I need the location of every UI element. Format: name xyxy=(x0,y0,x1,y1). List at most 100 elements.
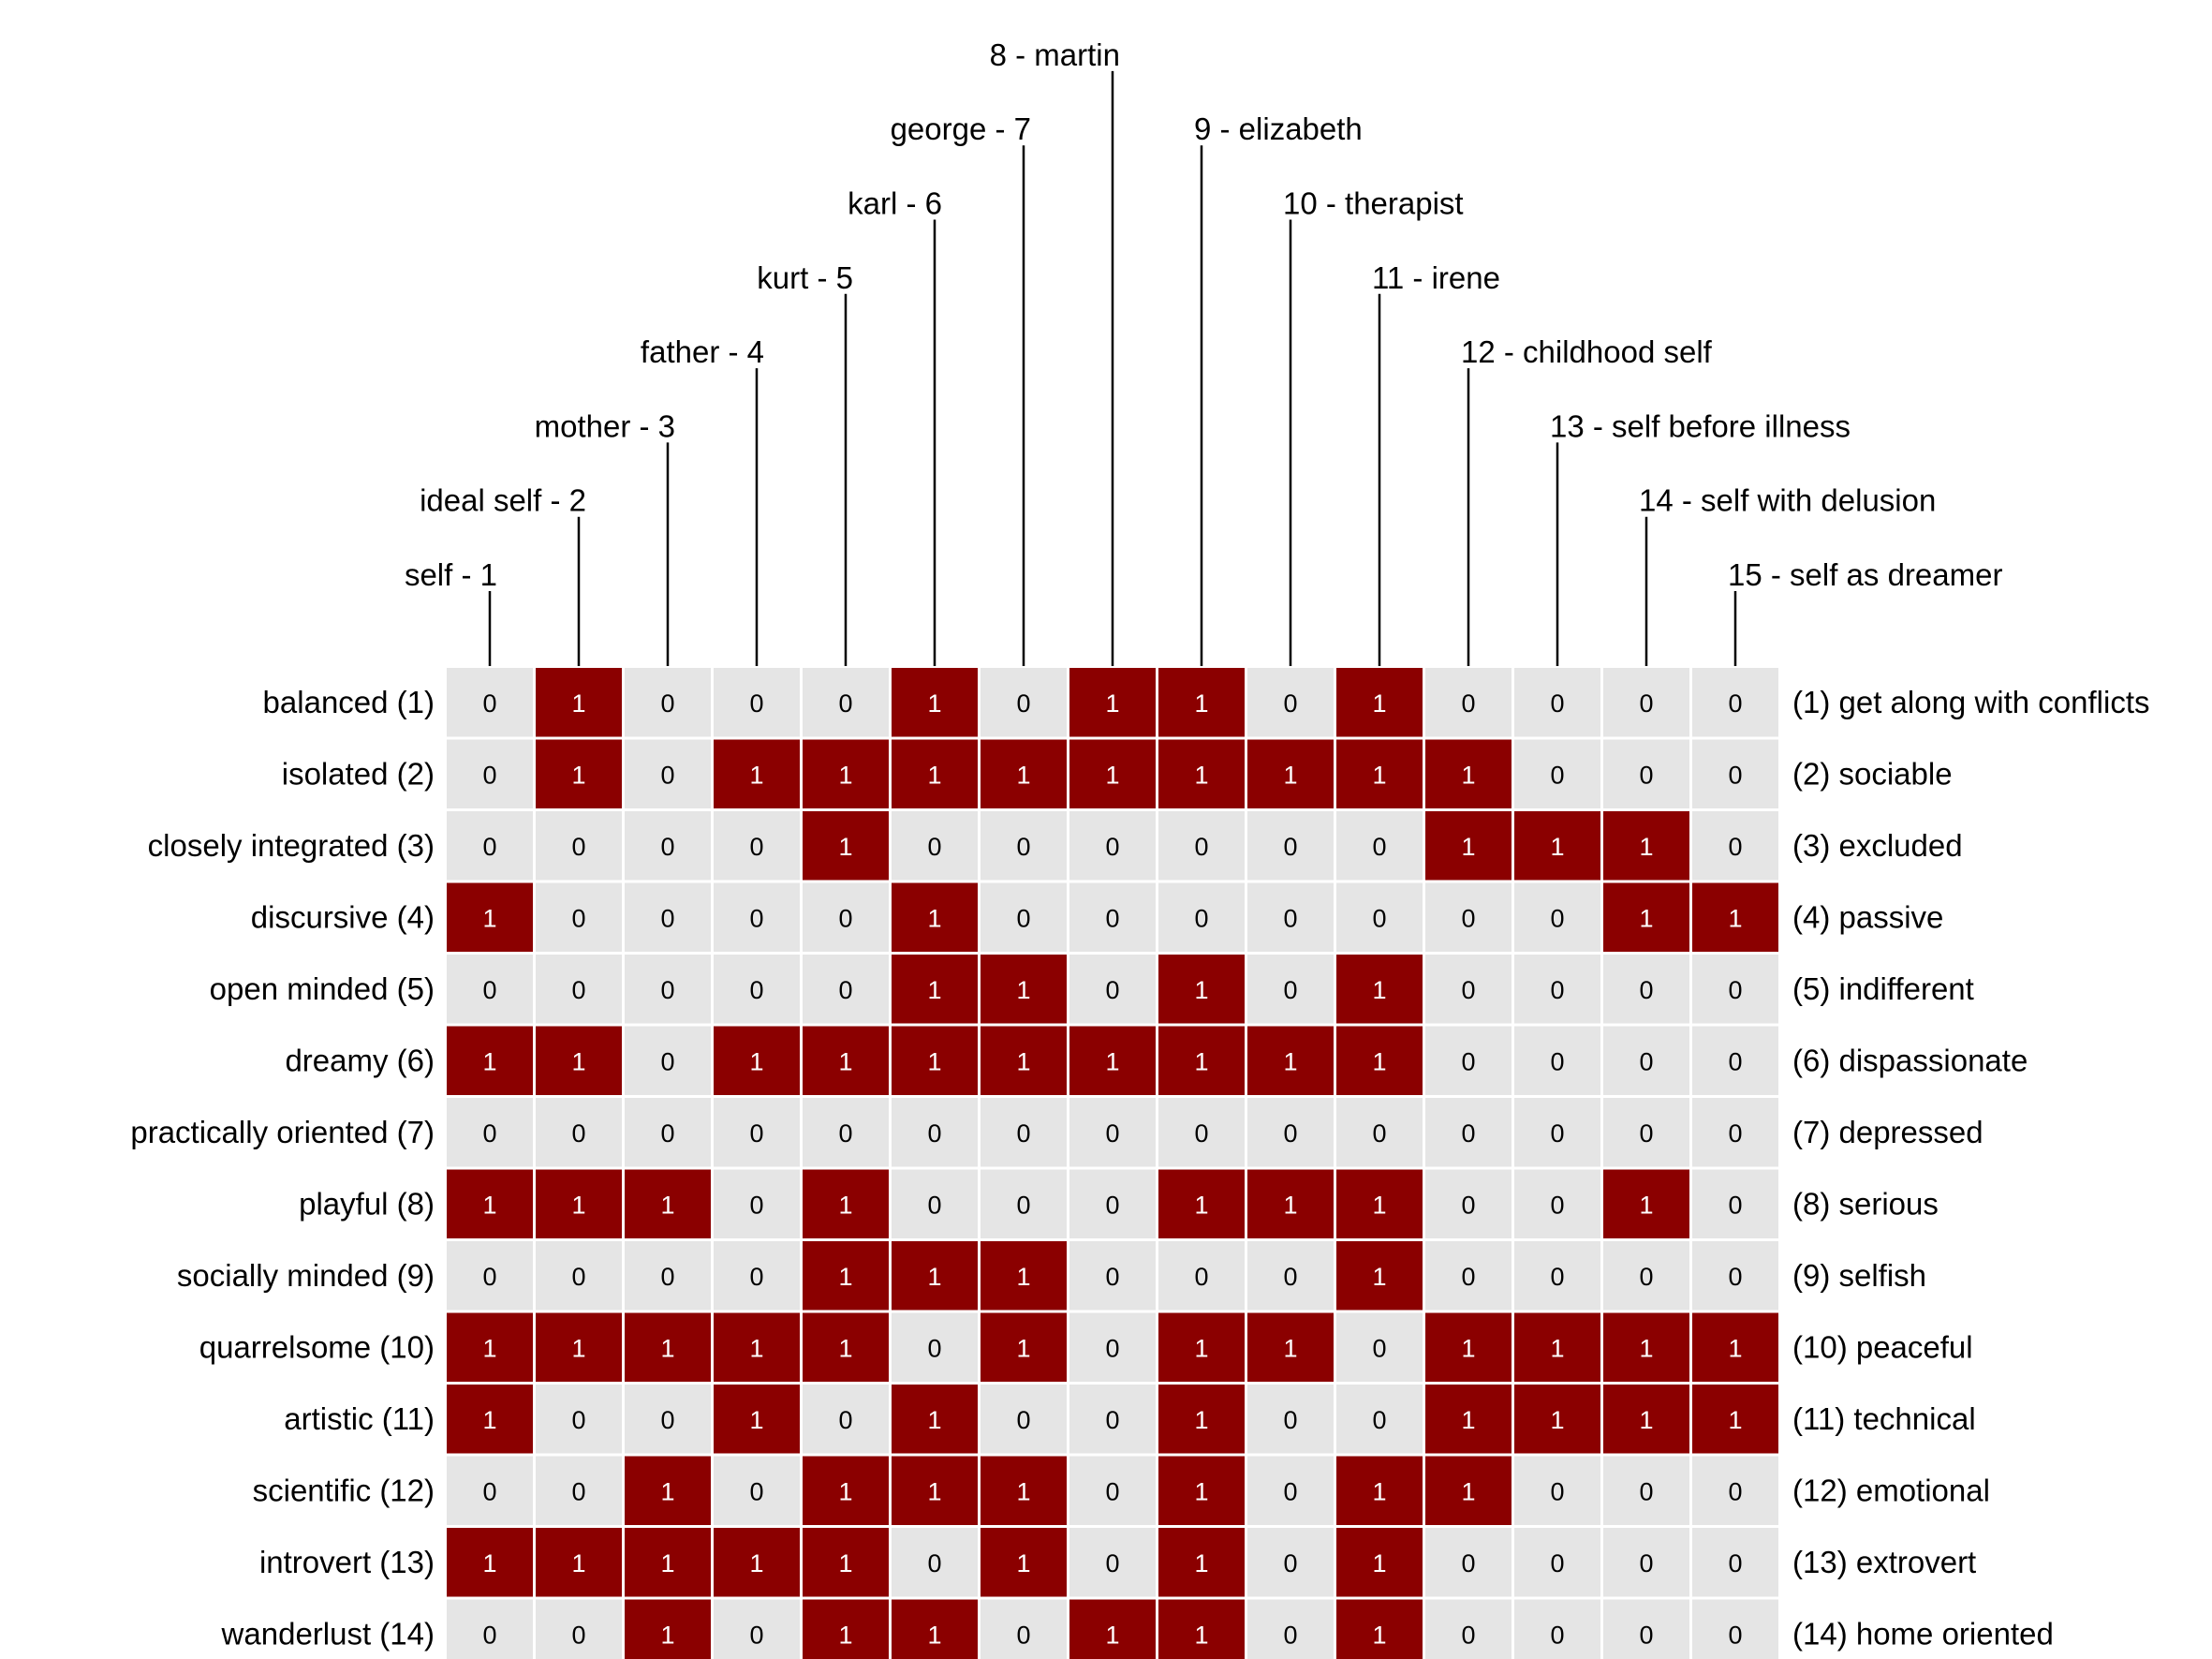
grid-cell xyxy=(1247,1599,1334,1659)
grid-cell xyxy=(1247,1312,1334,1382)
cell-value-label: 1 xyxy=(1372,1621,1386,1649)
cell-value-label: 1 xyxy=(1639,1191,1653,1219)
cell-value-label: 0 xyxy=(927,1191,941,1219)
grid-cell xyxy=(625,739,711,808)
grid-cell xyxy=(1336,1241,1423,1311)
cell-value-label: 1 xyxy=(1194,689,1208,718)
grid-cell xyxy=(1514,1241,1600,1311)
cell-value-label: 0 xyxy=(1461,1191,1475,1219)
grid-cell xyxy=(981,668,1067,737)
grid-cell xyxy=(536,1098,622,1167)
grid-cell xyxy=(1069,955,1156,1024)
cell-value-label: 1 xyxy=(838,833,852,861)
grid-cell xyxy=(892,668,978,737)
cell-value-label: 0 xyxy=(1105,1549,1119,1578)
left-pole-label: balanced (1) xyxy=(263,685,435,719)
grid-cell xyxy=(981,1528,1067,1597)
grid-cell xyxy=(1158,1456,1245,1525)
left-pole-label: artistic (11) xyxy=(284,1401,435,1436)
cell-value-label: 1 xyxy=(1283,1334,1297,1362)
cell-value-label: 0 xyxy=(927,833,941,861)
cell-value-label: 1 xyxy=(1105,1621,1119,1649)
cell-value-label: 0 xyxy=(1016,833,1030,861)
cell-value-label: 0 xyxy=(660,1119,674,1148)
grid-cell xyxy=(1603,882,1689,952)
grid-cell xyxy=(1425,1385,1512,1454)
cell-value-label: 1 xyxy=(1016,976,1030,1004)
cell-value-label: 0 xyxy=(1550,1477,1564,1505)
cell-value-label: 1 xyxy=(571,1334,585,1362)
grid-cell xyxy=(1336,1528,1423,1597)
right-pole-label: (3) excluded xyxy=(1792,828,1963,863)
grid-cell xyxy=(803,1456,889,1525)
cell-value-label: 1 xyxy=(927,689,941,718)
grid-cell xyxy=(625,1599,711,1659)
left-pole-label: wanderlust (14) xyxy=(221,1616,435,1651)
cell-value-label: 0 xyxy=(1639,1263,1653,1291)
right-pole-label: (12) emotional xyxy=(1792,1473,1990,1507)
cell-value-label: 0 xyxy=(1728,1549,1742,1578)
grid-cell xyxy=(1158,1385,1245,1454)
cell-value-label: 1 xyxy=(571,1191,585,1219)
element-label: 8 - martin xyxy=(990,37,1120,72)
grid-cell xyxy=(625,882,711,952)
cell-value-label: 1 xyxy=(1639,1334,1653,1362)
cell-value-label: 1 xyxy=(1105,689,1119,718)
cell-value-label: 0 xyxy=(927,1334,941,1362)
cell-value-label: 0 xyxy=(1283,1263,1297,1291)
cell-value-label: 1 xyxy=(1016,1549,1030,1578)
grid-cell xyxy=(803,955,889,1024)
grid-cell xyxy=(1514,1169,1600,1238)
cell-value-label: 1 xyxy=(749,1406,763,1434)
cell-value-label: 0 xyxy=(749,1191,763,1219)
grid-cell xyxy=(536,811,622,881)
cell-value-label: 1 xyxy=(482,1406,496,1434)
grid-cell xyxy=(625,1456,711,1525)
cell-value-label: 1 xyxy=(1372,1549,1386,1578)
cell-value-label: 1 xyxy=(1105,761,1119,789)
cell-value-label: 0 xyxy=(1016,1119,1030,1148)
cell-value-label: 1 xyxy=(1461,1477,1475,1505)
cell-value-label: 0 xyxy=(749,1621,763,1649)
grid-cell xyxy=(1692,1026,1778,1095)
cell-value-label: 0 xyxy=(749,1119,763,1148)
cell-value-label: 0 xyxy=(1016,1406,1030,1434)
cell-value-label: 0 xyxy=(1283,1119,1297,1148)
cell-value-label: 1 xyxy=(1283,1191,1297,1219)
cell-value-label: 1 xyxy=(1372,1047,1386,1075)
cell-value-label: 0 xyxy=(482,1477,496,1505)
right-pole-label: (7) depressed xyxy=(1792,1115,1983,1149)
cell-value-label: 1 xyxy=(1194,1406,1208,1434)
cell-value-label: 0 xyxy=(660,976,674,1004)
grid-cell xyxy=(536,1385,622,1454)
cell-value-label: 0 xyxy=(749,976,763,1004)
cell-value-label: 0 xyxy=(1016,904,1030,932)
element-label: father - 4 xyxy=(641,334,764,369)
cell-value-label: 1 xyxy=(1016,1477,1030,1505)
cell-value-label: 1 xyxy=(1728,1334,1742,1362)
grid-cell xyxy=(714,811,800,881)
grid-cell xyxy=(1692,739,1778,808)
grid-cell xyxy=(892,1169,978,1238)
cell-value-label: 0 xyxy=(1461,1047,1475,1075)
element-label: 13 - self before illness xyxy=(1550,408,1851,443)
left-pole-label: dreamy (6) xyxy=(285,1043,435,1077)
cell-value-label: 0 xyxy=(1194,1119,1208,1148)
cell-value-label: 1 xyxy=(1372,976,1386,1004)
grid-cell xyxy=(536,955,622,1024)
grid-cell xyxy=(981,882,1067,952)
grid-cell xyxy=(1514,1026,1600,1095)
cell-value-label: 0 xyxy=(1105,1119,1119,1148)
cell-value-label: 0 xyxy=(1016,1621,1030,1649)
cell-value-label: 0 xyxy=(1105,833,1119,861)
cell-value-label: 1 xyxy=(1283,761,1297,789)
left-pole-label: closely integrated (3) xyxy=(148,828,435,863)
right-pole-label: (14) home oriented xyxy=(1792,1616,2054,1651)
cell-value-label: 0 xyxy=(1550,1621,1564,1649)
grid-cell xyxy=(1514,1528,1600,1597)
cell-value-label: 1 xyxy=(1728,1406,1742,1434)
grid-cell xyxy=(1425,811,1512,881)
cell-value-label: 0 xyxy=(1194,1263,1208,1291)
cell-value-label: 0 xyxy=(1728,1477,1742,1505)
grid-cell xyxy=(625,1312,711,1382)
